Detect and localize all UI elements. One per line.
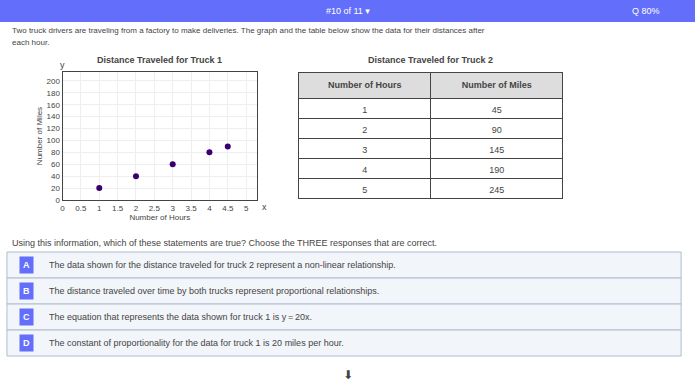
svg-text:1.5: 1.5 — [112, 204, 124, 213]
svg-text:40: 40 — [51, 172, 60, 181]
svg-text:2: 2 — [362, 125, 367, 135]
svg-text:0: 0 — [55, 196, 60, 205]
svg-text:⬇: ⬇ — [343, 368, 353, 382]
svg-text:5: 5 — [362, 185, 367, 195]
svg-text:The distance traveled over tim: The distance traveled over time by both … — [49, 286, 379, 296]
svg-text:B: B — [23, 286, 30, 296]
svg-text:245: 245 — [489, 185, 504, 195]
svg-text:Number of Miles: Number of Miles — [462, 80, 532, 90]
svg-text:45: 45 — [492, 105, 502, 115]
svg-text:1: 1 — [362, 105, 367, 115]
svg-text:Number of Hours: Number of Hours — [328, 80, 402, 90]
svg-text:3.5: 3.5 — [185, 204, 197, 213]
svg-text:3: 3 — [362, 145, 367, 155]
svg-text:Distance Traveled for Truck 2: Distance Traveled for Truck 2 — [368, 55, 493, 65]
svg-text:1: 1 — [97, 204, 102, 213]
svg-text:The equation that represents t: The equation that represents the data sh… — [49, 312, 312, 322]
svg-text:2: 2 — [134, 204, 139, 213]
svg-text:0.5: 0.5 — [75, 204, 87, 213]
svg-text:200: 200 — [47, 77, 61, 86]
svg-text:The data shown for the distanc: The data shown for the distance traveled… — [49, 260, 396, 270]
svg-text:y: y — [60, 60, 65, 70]
svg-text:140: 140 — [47, 112, 61, 121]
svg-text:190: 190 — [489, 165, 504, 175]
svg-text:C: C — [23, 312, 30, 322]
svg-text:2.5: 2.5 — [149, 204, 161, 213]
svg-text:Q 80%: Q 80% — [632, 6, 660, 16]
svg-text:180: 180 — [47, 89, 61, 98]
svg-text:80: 80 — [51, 148, 60, 157]
svg-text:160: 160 — [47, 101, 61, 110]
svg-text:3: 3 — [170, 204, 175, 213]
svg-text:The constant of proportionalit: The constant of proportionality for the … — [49, 338, 344, 348]
svg-text:Using this information, which: Using this information, which of these s… — [12, 238, 437, 248]
svg-text:4.5: 4.5 — [222, 204, 234, 213]
svg-text:4: 4 — [362, 165, 367, 175]
svg-text:each hour.: each hour. — [12, 38, 49, 47]
svg-text:Number of Hours: Number of Hours — [129, 213, 190, 222]
svg-text:0: 0 — [60, 204, 65, 213]
svg-text:Number of Miles: Number of Miles — [35, 107, 44, 165]
svg-text:x: x — [262, 202, 267, 212]
svg-text:145: 145 — [489, 145, 504, 155]
svg-text:Two truck drivers are travelin: Two truck drivers are traveling from a f… — [12, 26, 485, 35]
svg-text:#10 of 11 ▾: #10 of 11 ▾ — [326, 6, 370, 16]
svg-text:90: 90 — [492, 125, 502, 135]
svg-text:A: A — [23, 260, 30, 270]
svg-text:D: D — [23, 338, 30, 348]
svg-text:4: 4 — [207, 204, 212, 213]
svg-text:100: 100 — [47, 136, 61, 145]
svg-text:120: 120 — [47, 124, 61, 133]
svg-text:60: 60 — [51, 160, 60, 169]
svg-text:5: 5 — [244, 204, 249, 213]
svg-text:20: 20 — [51, 184, 60, 193]
svg-text:Distance Traveled for Truck 1: Distance Traveled for Truck 1 — [97, 55, 222, 65]
